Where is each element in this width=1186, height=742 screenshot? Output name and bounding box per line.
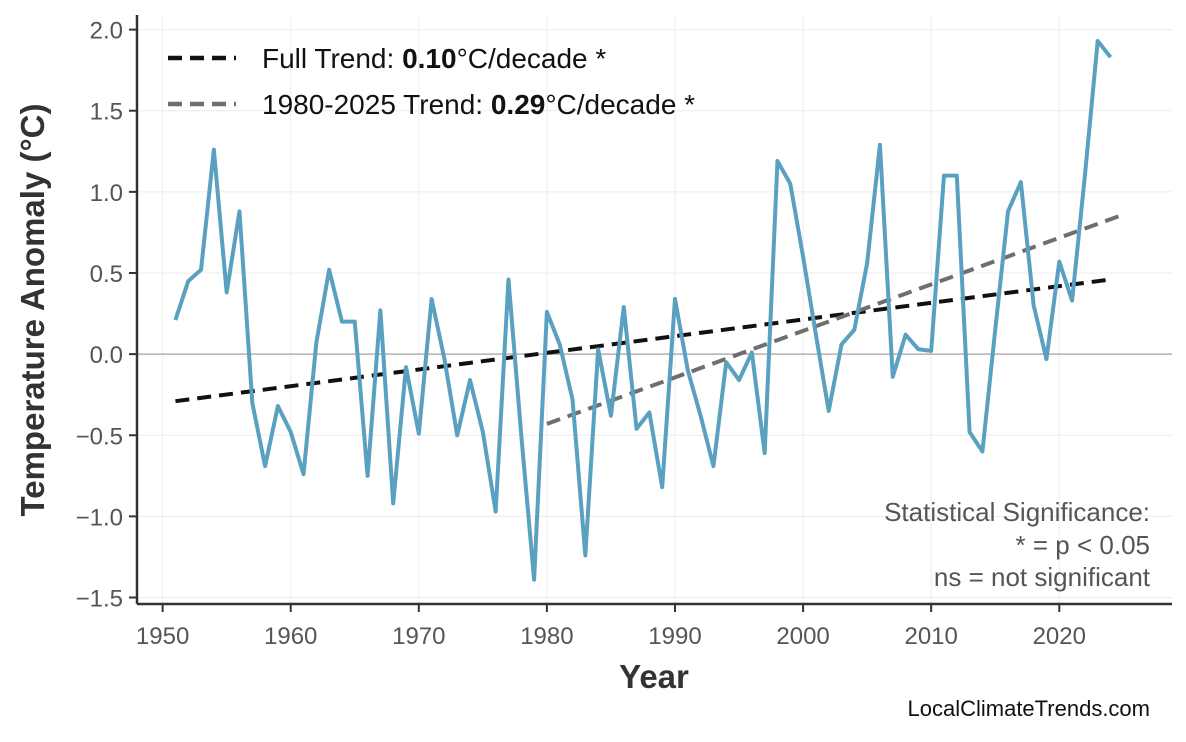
x-tick-label: 1950 xyxy=(136,623,189,650)
y-tick-label: 0.5 xyxy=(90,261,123,288)
legend-label-full: Full Trend: 0.10°C/decade * xyxy=(262,43,606,74)
x-tick-label: 2020 xyxy=(1033,623,1086,650)
y-tick-label: 0.0 xyxy=(90,342,123,369)
trend-lines xyxy=(175,215,1123,424)
x-tick-label: 2010 xyxy=(904,623,957,650)
legend: Full Trend: 0.10°C/decade * 1980-2025 Tr… xyxy=(168,43,695,120)
x-axis-label: Year xyxy=(619,658,689,695)
x-tick-label: 1980 xyxy=(520,623,573,650)
y-tick-label: −1.0 xyxy=(76,504,123,531)
y-tick-label: −1.5 xyxy=(76,586,123,613)
x-tick-label: 2000 xyxy=(776,623,829,650)
annotation-line: Statistical Significance: xyxy=(884,497,1150,527)
legend-label-recent: 1980-2025 Trend: 0.29°C/decade * xyxy=(262,89,695,120)
y-tick-label: 1.0 xyxy=(90,180,123,207)
x-tick-label: 1970 xyxy=(392,623,445,650)
significance-annotation: Statistical Significance: * = p < 0.05 n… xyxy=(884,497,1151,592)
y-axis-label: Temperature Anomaly (°C) xyxy=(14,104,51,517)
x-tick-label: 1960 xyxy=(264,623,317,650)
x-tick-label: 1990 xyxy=(648,623,701,650)
annotation-line: ns = not significant xyxy=(934,562,1151,592)
y-tick-label: −0.5 xyxy=(76,423,123,450)
y-tick-label: 1.5 xyxy=(90,99,123,126)
y-tick-label: 2.0 xyxy=(90,18,123,45)
annotation-line: * = p < 0.05 xyxy=(1016,530,1150,560)
credit-text: LocalClimateTrends.com xyxy=(908,696,1151,721)
